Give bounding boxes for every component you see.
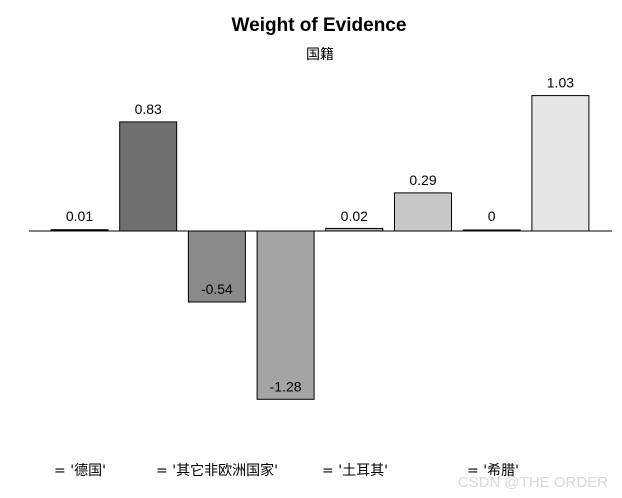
category-labels: = '德国' = '其它非欧洲国家' = '土耳其' = '希腊'	[54, 462, 519, 479]
category-label-2: = '土耳其'	[322, 463, 388, 479]
bars-group	[50, 95, 590, 400]
category-label-3: = '希腊'	[467, 463, 519, 479]
bar-3	[256, 230, 315, 400]
bar-value-label-3: -1.28	[270, 378, 302, 394]
category-label-0: = '德国'	[54, 463, 106, 479]
chart-title: Weight of Evidence	[232, 15, 407, 36]
bar-value-label-4: 0.02	[341, 208, 368, 224]
category-label-1: = '其它非欧洲国家'	[156, 462, 278, 479]
bar-2	[187, 230, 246, 303]
chart-subtitle: 国籍	[306, 46, 334, 63]
bar-value-label-0: 0.01	[66, 208, 93, 224]
bar-7	[531, 95, 590, 232]
bar-value-label-2: -0.54	[201, 281, 233, 297]
watermark: CSDN @THE ORDER	[458, 474, 608, 491]
bar-value-labels: 0.01 0.83 -0.54 -1.28 0.02 0.29 0 1.03	[66, 75, 574, 395]
bar-1	[119, 121, 178, 232]
bar-value-label-6: 0	[488, 208, 496, 224]
bar-value-label-7: 1.03	[547, 75, 574, 91]
bar-value-label-1: 0.83	[135, 101, 162, 117]
bar-5	[394, 192, 452, 232]
bar-value-label-5: 0.29	[409, 172, 436, 188]
